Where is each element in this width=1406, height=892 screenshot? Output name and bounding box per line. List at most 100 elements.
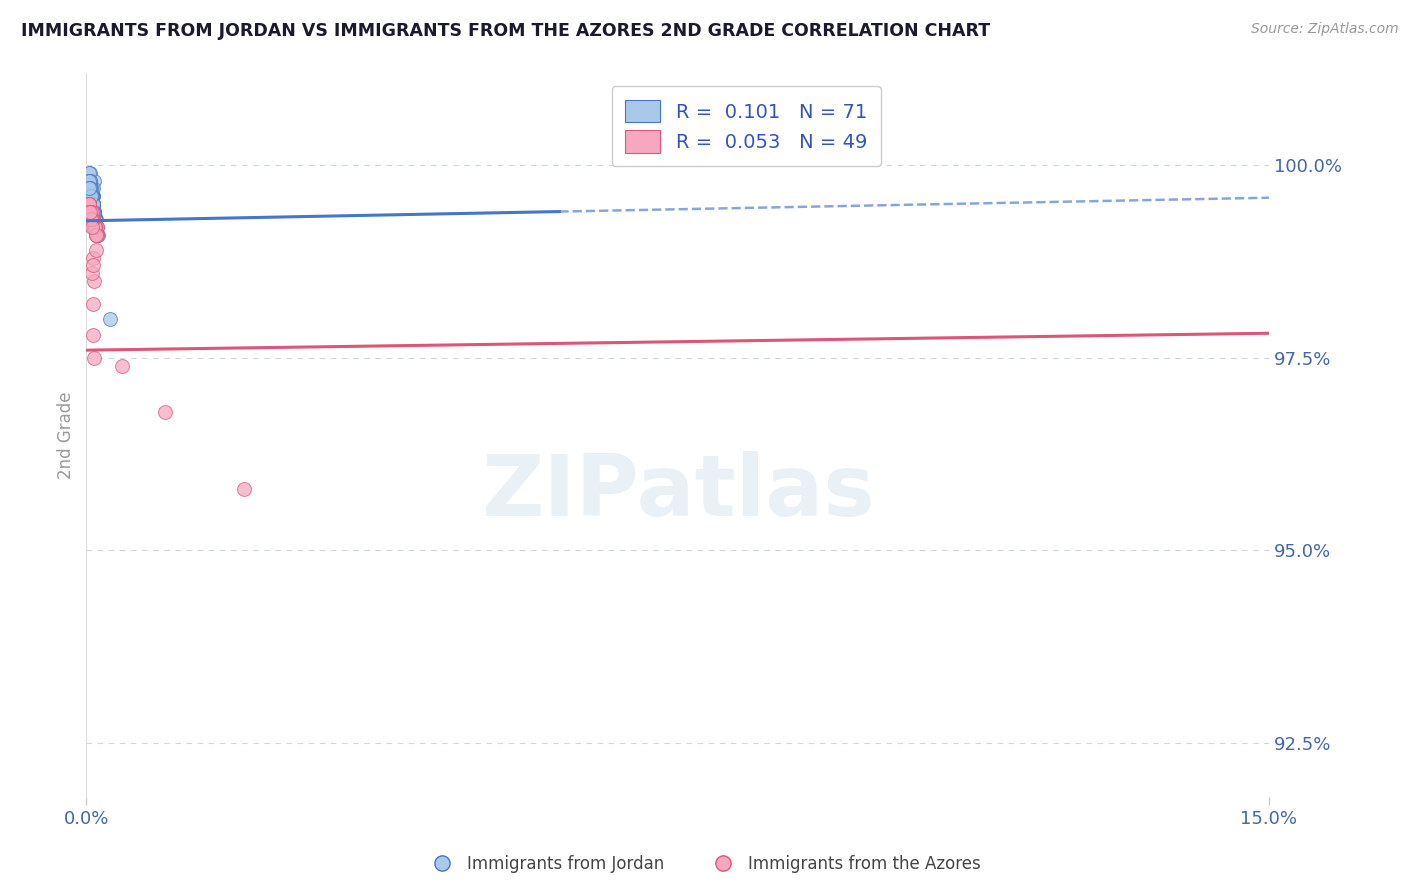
Point (82, 212, 104, 227)
Point (82, 204, 104, 219)
Point (80, 181, 103, 195)
Point (79, 181, 101, 195)
Point (84, 212, 107, 227)
Point (79, 174, 101, 188)
Point (84, 219, 107, 234)
Point (83, 219, 105, 234)
Point (77, 197, 100, 211)
Point (82, 197, 104, 211)
Point (82, 204, 104, 219)
Point (80, 189, 103, 203)
Point (82, 197, 104, 211)
Point (82, 204, 104, 219)
Point (86, 227, 108, 242)
Point (83, 219, 105, 234)
Point (83, 212, 105, 227)
Point (83, 204, 105, 219)
Point (82, 212, 104, 227)
Point (84, 212, 107, 227)
Point (87, 227, 110, 242)
Point (83, 174, 105, 188)
Point (83, 204, 105, 219)
Point (84, 212, 107, 227)
Point (84, 227, 107, 242)
Point (83, 219, 105, 234)
Legend: Immigrants from Jordan, Immigrants from the Azores: Immigrants from Jordan, Immigrants from … (419, 848, 987, 880)
Point (82, 197, 104, 211)
Point (82, 189, 104, 203)
Point (83, 219, 105, 234)
Point (82, 204, 104, 219)
Point (77, 197, 100, 211)
Point (83, 351, 105, 365)
Point (82, 212, 104, 227)
Point (80, 204, 103, 219)
Point (80, 266, 103, 280)
Point (80, 212, 103, 227)
Point (80, 189, 103, 203)
Point (79, 174, 101, 188)
Point (80, 204, 103, 219)
Point (84, 219, 107, 234)
Point (80, 212, 103, 227)
Point (79, 189, 101, 203)
Point (82, 204, 104, 219)
Point (79, 181, 101, 195)
Legend: R =  0.101   N = 71, R =  0.053   N = 49: R = 0.101 N = 71, R = 0.053 N = 49 (612, 87, 880, 166)
Point (80, 189, 103, 203)
Point (82, 212, 104, 227)
Point (79, 181, 101, 195)
Point (79, 181, 101, 195)
Point (82, 189, 104, 203)
Point (79, 181, 101, 195)
Point (84, 219, 107, 234)
Point (80, 197, 103, 211)
Point (82, 204, 104, 219)
Point (80, 189, 103, 203)
Point (83, 204, 105, 219)
Point (111, 359, 134, 373)
Point (82, 204, 104, 219)
Point (82, 197, 104, 211)
Point (80, 204, 103, 219)
Point (80, 189, 103, 203)
Point (79, 181, 101, 195)
Point (79, 204, 101, 219)
Point (84, 227, 107, 242)
Point (82, 251, 104, 265)
Point (79, 197, 101, 211)
Point (79, 204, 101, 219)
Point (80, 204, 103, 219)
Point (80, 189, 103, 203)
Y-axis label: 2nd Grade: 2nd Grade (58, 391, 75, 479)
Point (79, 181, 101, 195)
Point (84, 219, 107, 234)
Point (80, 189, 103, 203)
Point (86, 227, 108, 242)
Point (83, 274, 105, 288)
Point (82, 197, 104, 211)
Point (82, 197, 104, 211)
Point (79, 166, 101, 180)
Point (82, 204, 104, 219)
Point (98, 312, 121, 326)
Point (83, 212, 105, 227)
Point (86, 227, 108, 242)
Point (80, 212, 103, 227)
Point (80, 189, 103, 203)
Point (80, 219, 103, 234)
Point (82, 212, 104, 227)
Point (79, 204, 101, 219)
Text: Source: ZipAtlas.com: Source: ZipAtlas.com (1251, 22, 1399, 37)
Point (153, 405, 176, 419)
Point (83, 204, 105, 219)
Text: IMMIGRANTS FROM JORDAN VS IMMIGRANTS FROM THE AZORES 2ND GRADE CORRELATION CHART: IMMIGRANTS FROM JORDAN VS IMMIGRANTS FRO… (21, 22, 990, 40)
Point (82, 197, 104, 211)
Point (80, 189, 103, 203)
Point (80, 181, 103, 195)
Point (79, 181, 101, 195)
Point (80, 212, 103, 227)
Point (80, 189, 103, 203)
Point (233, 482, 256, 496)
Point (80, 212, 103, 227)
